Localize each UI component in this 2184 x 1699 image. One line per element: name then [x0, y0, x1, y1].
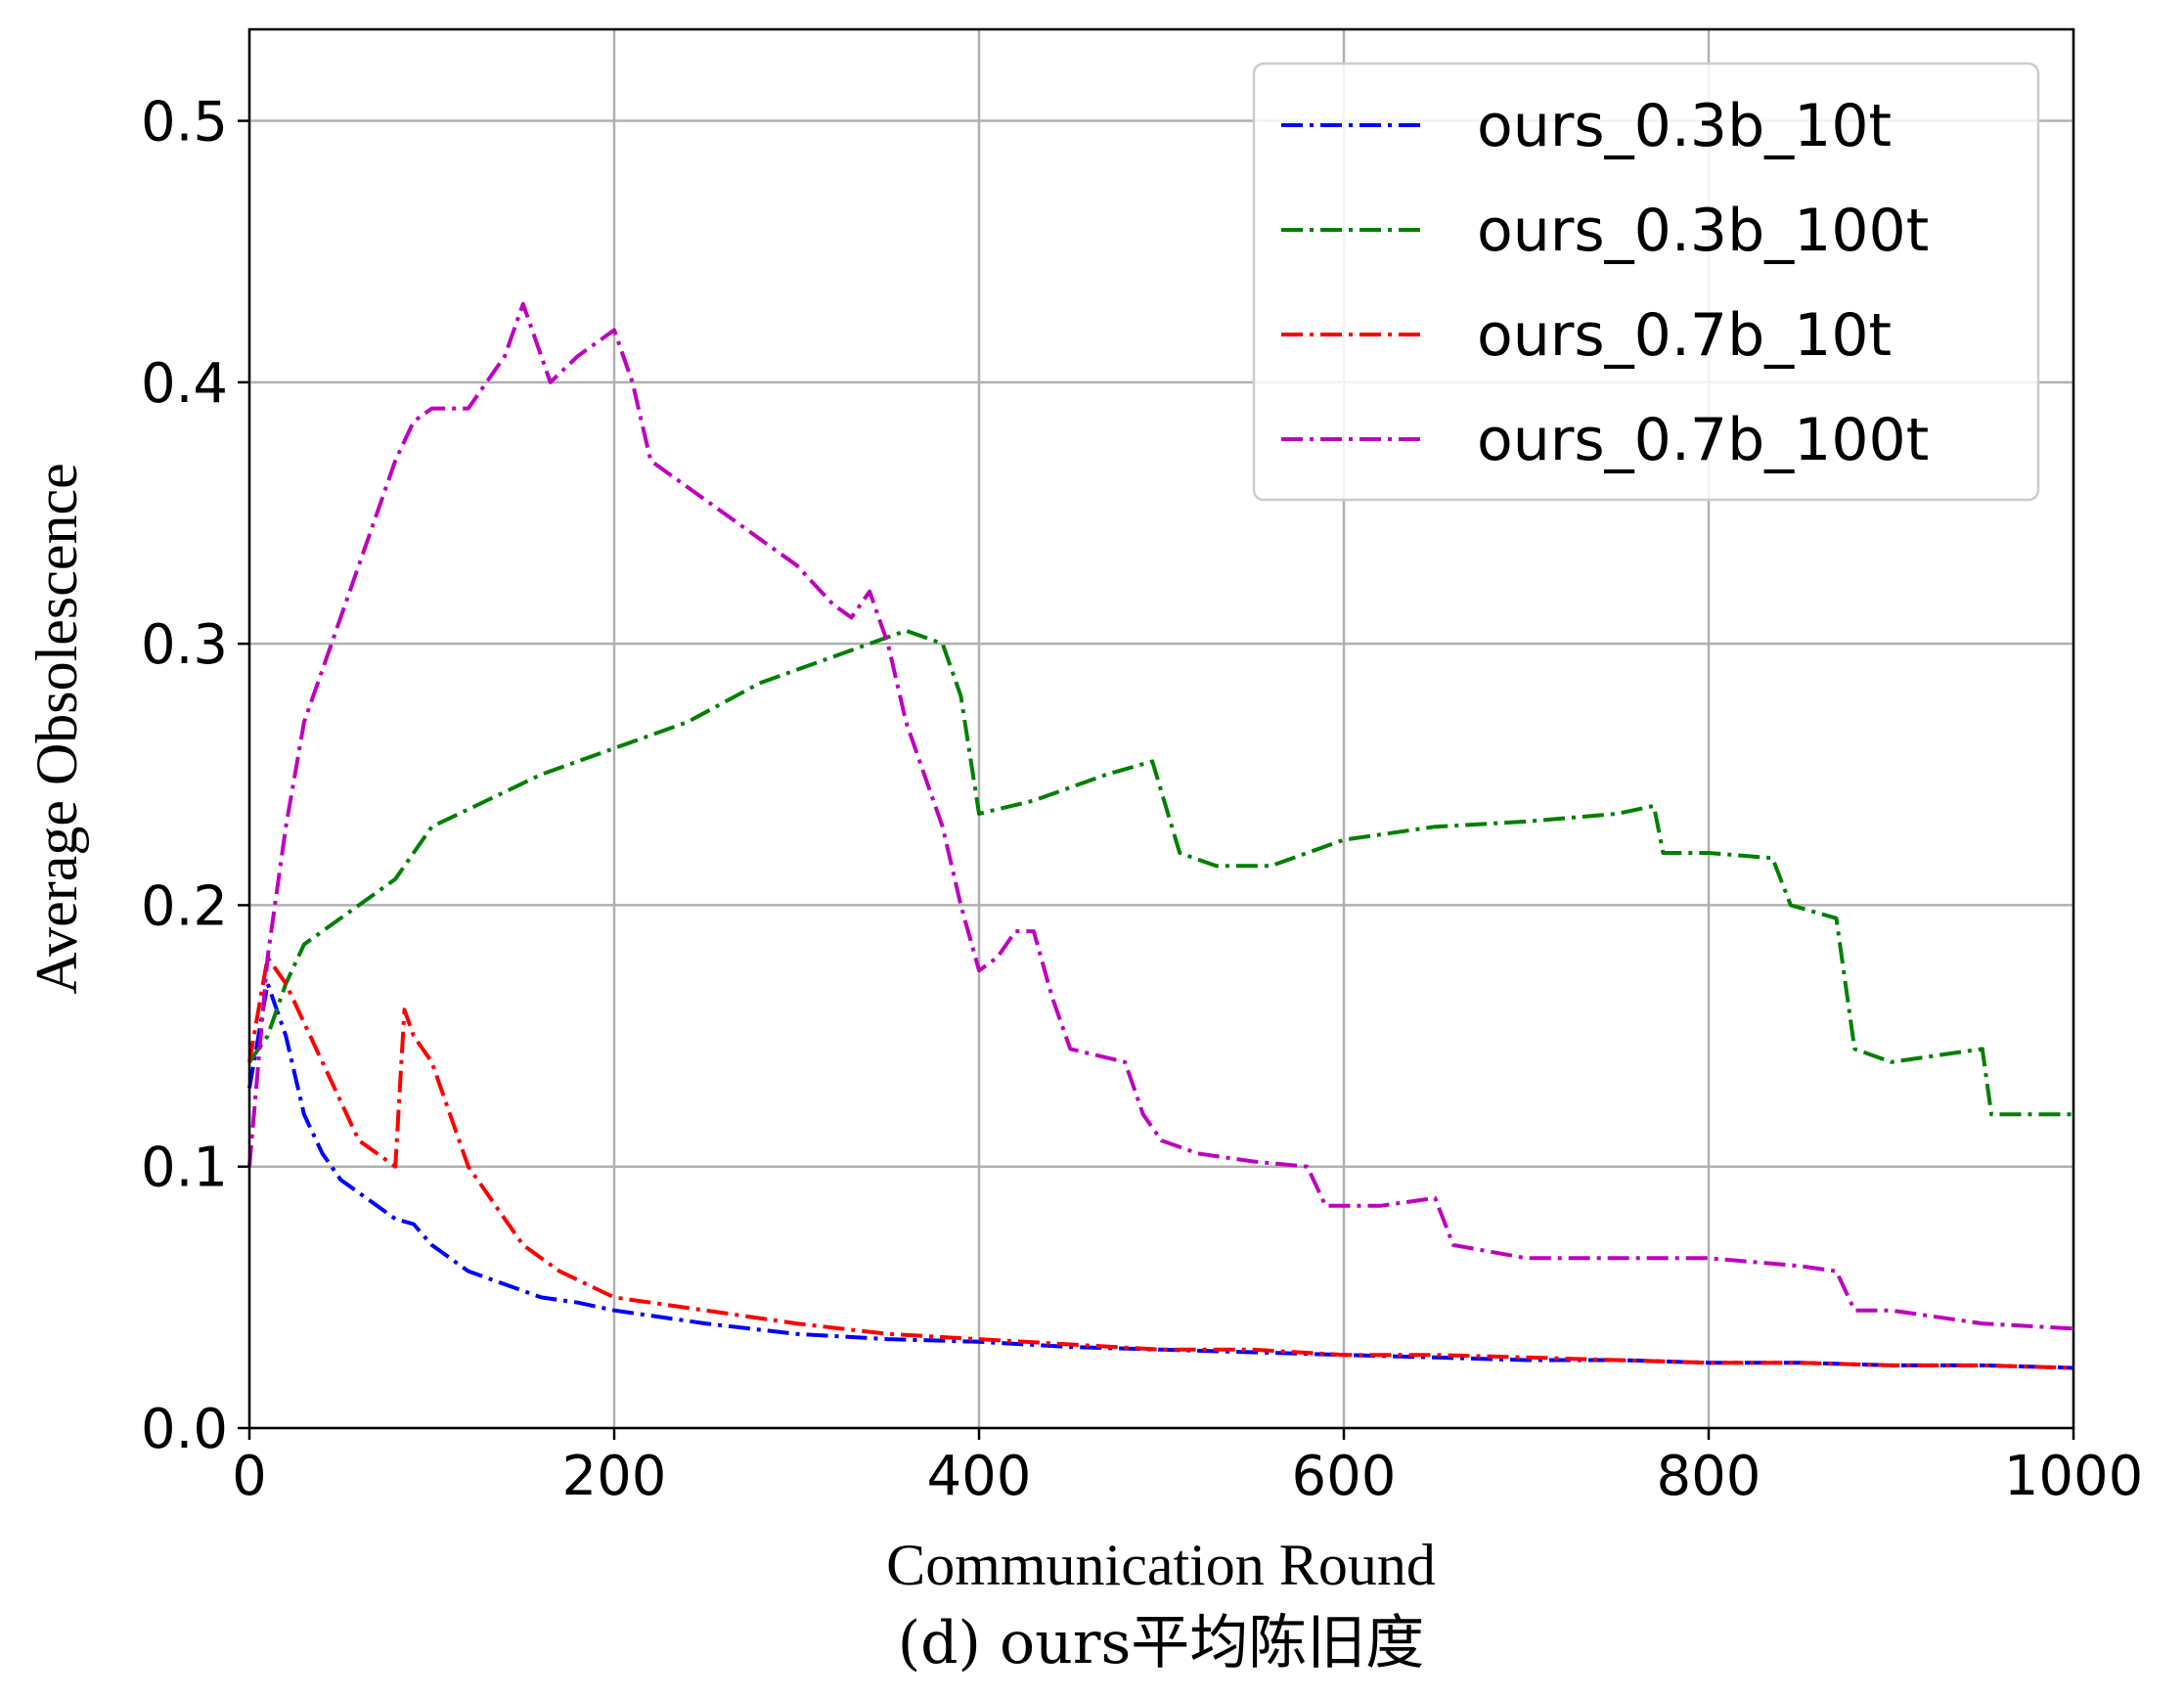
y-axis-label: Average Obsolescence — [24, 463, 89, 995]
legend-label-3: ours_0.7b_10t — [1477, 301, 1892, 370]
legend-label-2: ours_0.3b_100t — [1477, 197, 1929, 265]
y-tick-label: 0.1 — [141, 1137, 228, 1200]
x-tick-labels: 0 200 400 600 800 1000 — [232, 1445, 2143, 1508]
legend-label-4: ours_0.7b_100t — [1477, 406, 1929, 474]
legend: ours_0.3b_10t ours_0.3b_100t ours_0.7b_10t… — [1252, 62, 2040, 502]
y-tick-label: 0.4 — [141, 352, 228, 416]
x-axis-label: Communication Round — [886, 1533, 1436, 1597]
series-lines — [247, 301, 2074, 1370]
x-tick-label: 400 — [927, 1445, 1032, 1508]
legend-box — [1252, 62, 2040, 502]
series-line-1 — [247, 981, 2074, 1370]
y-tick-label: 0.0 — [141, 1398, 228, 1461]
x-tick-label: 0 — [232, 1445, 267, 1508]
x-tick-label: 600 — [1292, 1445, 1397, 1508]
x-tick-label: 200 — [562, 1445, 667, 1508]
x-tick-label: 800 — [1657, 1445, 1761, 1508]
y-tick-label: 0.5 — [141, 91, 228, 155]
figure-caption: (d) ours平均陈旧度 — [898, 1609, 1425, 1677]
legend-label-1: ours_0.3b_10t — [1477, 92, 1892, 160]
plot-frame — [247, 27, 2075, 1430]
y-tick-label: 0.3 — [141, 613, 228, 677]
x-tick-label: 1000 — [2004, 1445, 2144, 1508]
y-tick-label: 0.2 — [141, 874, 228, 938]
series-line-3 — [247, 955, 2074, 1370]
y-tick-labels: 0.0 0.1 0.2 0.3 0.4 0.5 — [141, 91, 228, 1461]
series-line-4 — [247, 301, 2074, 1331]
tick-marks — [238, 119, 2075, 1440]
series-line-2 — [247, 628, 2073, 1117]
